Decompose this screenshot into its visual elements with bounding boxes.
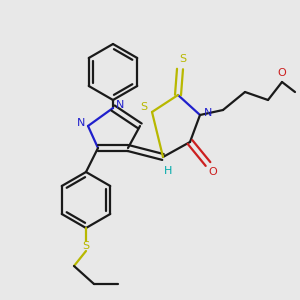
Text: S: S [82,241,90,251]
Text: S: S [179,54,187,64]
Text: H: H [164,166,172,176]
Text: N: N [77,118,85,128]
Text: N: N [116,100,124,110]
Text: O: O [208,167,217,177]
Text: S: S [140,102,148,112]
Text: N: N [204,108,212,118]
Text: O: O [278,68,286,78]
